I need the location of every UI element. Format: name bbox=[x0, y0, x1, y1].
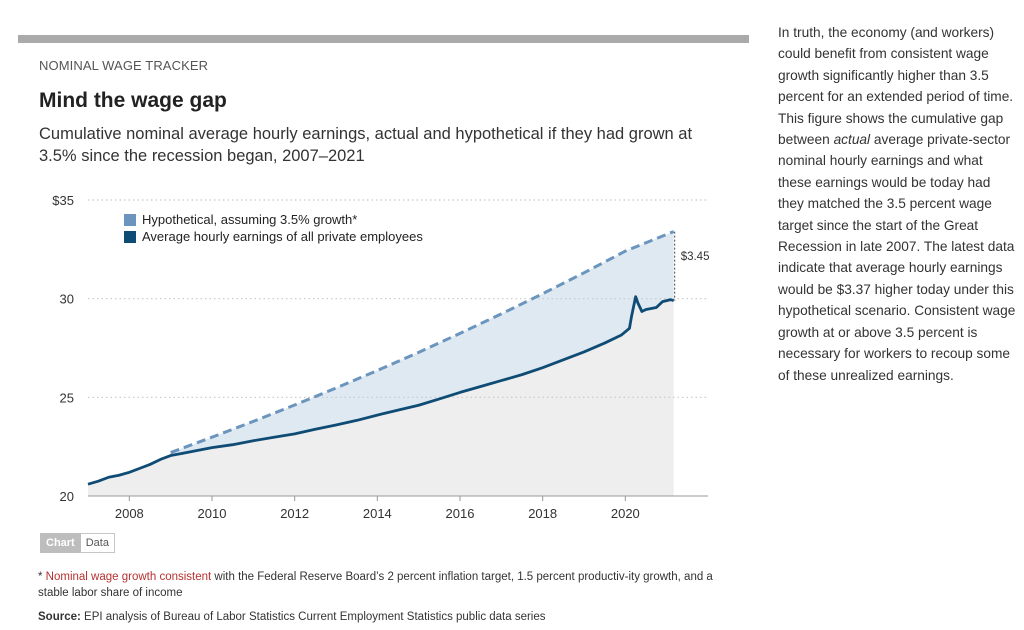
y-tick-label: $35 bbox=[52, 193, 74, 208]
y-tick-label: 25 bbox=[60, 390, 74, 405]
wage-gap-chart: $35 30 25 20 2008 2010 2012 2014 2016 2018 2020 $3.… bbox=[52, 193, 710, 520]
sidebar-emphasis: actual bbox=[833, 132, 871, 148]
source-text: EPI analysis of Bureau of Labor Statisti… bbox=[80, 611, 546, 623]
chart-view-button[interactable]: Chart bbox=[40, 533, 81, 553]
hypothetical-series-line bbox=[170, 230, 675, 454]
x-tick-label: 2012 bbox=[280, 506, 309, 520]
chart-title: Mind the wage gap bbox=[39, 89, 227, 112]
footnote: * Nominal wage growth consistent with th… bbox=[38, 570, 738, 601]
x-tick-label: 2020 bbox=[611, 506, 640, 520]
footnote-link[interactable]: Nominal wage growth consistent bbox=[45, 571, 212, 583]
sidebar-text-2: average private-sector nominal hourly ea… bbox=[778, 132, 1016, 383]
x-tick-label: 2014 bbox=[363, 506, 392, 520]
footnote-text: with the Federal Reserve Board’s 2 perce… bbox=[38, 571, 713, 599]
sidebar-text-1: In truth, the economy (and workers) coul… bbox=[778, 25, 1014, 148]
footnote-asterisk: * bbox=[38, 571, 46, 583]
x-tick-label: 2010 bbox=[198, 506, 227, 520]
sidebar-description: In truth, the economy (and workers) coul… bbox=[778, 22, 1018, 386]
x-tick-label: 2008 bbox=[115, 506, 144, 520]
x-tick-label: 2018 bbox=[528, 506, 557, 520]
data-view-button[interactable]: Data bbox=[80, 533, 115, 553]
gap-annotation-label: $3.45 bbox=[681, 251, 710, 263]
legend-swatch-actual bbox=[124, 231, 136, 243]
y-tick-label: 30 bbox=[60, 292, 74, 307]
source-line: Source: EPI analysis of Bureau of Labor … bbox=[38, 611, 546, 623]
chart-subtitle: Cumulative nominal average hourly earnin… bbox=[39, 125, 693, 165]
actual-area-fill bbox=[88, 296, 674, 496]
source-label: Source: bbox=[38, 611, 81, 623]
legend-label-actual: Average hourly earnings of all private e… bbox=[142, 229, 423, 244]
y-tick-label: 20 bbox=[60, 489, 74, 504]
view-toggle: Chart Data bbox=[40, 533, 115, 553]
chart-eyebrow: NOMINAL WAGE TRACKER bbox=[39, 58, 209, 73]
header-rule bbox=[18, 35, 749, 43]
legend-swatch-hypothetical bbox=[124, 214, 136, 226]
wage-gap-area bbox=[170, 231, 674, 456]
legend-label-hypothetical: Hypothetical, assuming 3.5% growth* bbox=[142, 212, 357, 227]
x-tick-label: 2016 bbox=[446, 506, 475, 520]
actual-series-line bbox=[87, 295, 675, 486]
